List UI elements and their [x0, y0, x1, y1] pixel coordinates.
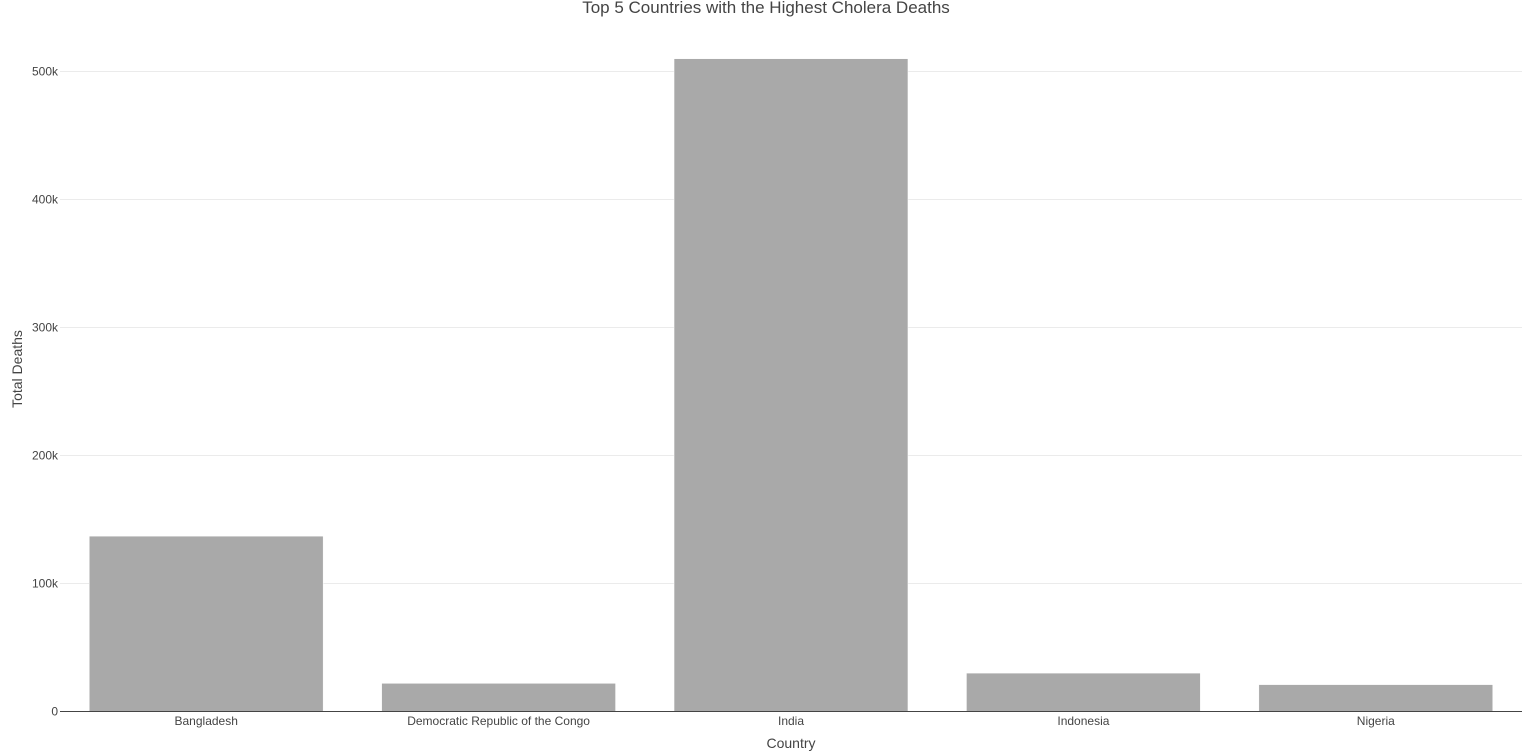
- x-tick-label: Indonesia: [1057, 714, 1109, 728]
- y-tick-labels: 0 100k 200k 300k 400k 500k: [32, 65, 59, 719]
- y-axis-title: Total Deaths: [9, 330, 25, 408]
- x-tick-label: Democratic Republic of the Congo: [407, 714, 590, 728]
- chart-title: Top 5 Countries with the Highest Cholera…: [582, 0, 950, 17]
- bar-bangladesh[interactable]: [88, 535, 324, 712]
- x-tick-label: Nigeria: [1357, 714, 1395, 728]
- bars: [88, 58, 1494, 712]
- bar-india[interactable]: [673, 58, 909, 712]
- y-tick-label: 400k: [32, 193, 59, 207]
- y-tick-label: 500k: [32, 65, 59, 79]
- x-tick-label: Bangladesh: [175, 714, 238, 728]
- y-tick-label: 200k: [32, 449, 59, 463]
- y-tick-label: 300k: [32, 321, 59, 335]
- bar-democratic-republic-of-the-congo[interactable]: [381, 683, 616, 712]
- x-axis-title: Country: [766, 735, 815, 751]
- bar-indonesia[interactable]: [966, 672, 1201, 712]
- x-tick-label: India: [778, 714, 804, 728]
- x-tick-labels: Bangladesh Democratic Republic of the Con…: [175, 714, 1396, 728]
- y-tick-label: 0: [51, 705, 58, 719]
- y-tick-label: 100k: [32, 577, 59, 591]
- bar-nigeria[interactable]: [1258, 684, 1494, 712]
